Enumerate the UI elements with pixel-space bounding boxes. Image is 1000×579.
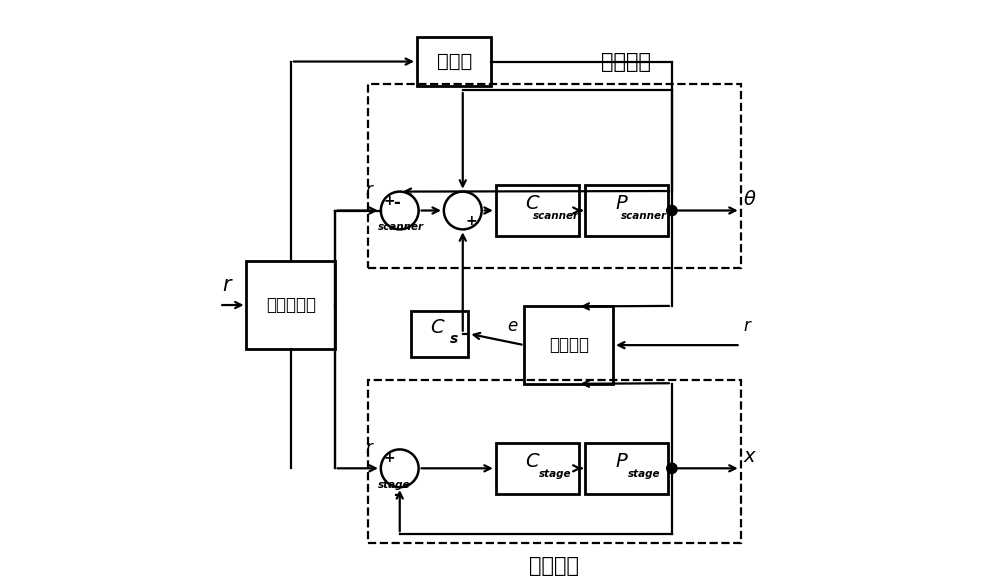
- Text: 运动平台: 运动平台: [529, 556, 579, 576]
- Bar: [496, 442, 579, 494]
- Text: $P$: $P$: [615, 452, 628, 471]
- Text: $C$: $C$: [525, 452, 540, 471]
- Text: -: -: [393, 195, 400, 212]
- Text: stage: stage: [539, 469, 572, 479]
- Bar: [524, 306, 613, 384]
- Circle shape: [667, 463, 677, 474]
- Text: $r$: $r$: [365, 181, 375, 199]
- Text: +: +: [384, 452, 395, 466]
- Text: 误差综合: 误差综合: [549, 336, 589, 354]
- Text: $P$: $P$: [615, 194, 628, 213]
- Text: stage: stage: [628, 469, 661, 479]
- Text: $C$: $C$: [430, 318, 445, 338]
- Bar: [496, 185, 579, 236]
- Text: s: s: [450, 332, 458, 346]
- Text: $r$: $r$: [743, 317, 753, 335]
- Text: $r$: $r$: [222, 274, 234, 295]
- Text: 伺服控制器: 伺服控制器: [266, 296, 316, 314]
- Bar: [585, 185, 668, 236]
- Text: scanner: scanner: [621, 211, 667, 221]
- Bar: [585, 442, 668, 494]
- Text: +: +: [384, 193, 395, 208]
- Bar: [411, 311, 468, 357]
- Bar: [368, 379, 741, 543]
- Text: $r$: $r$: [365, 439, 375, 457]
- Text: $\theta$: $\theta$: [743, 189, 757, 208]
- Text: stage: stage: [378, 480, 410, 490]
- Text: -: -: [393, 486, 400, 504]
- Text: +: +: [466, 214, 477, 228]
- Bar: [368, 85, 741, 268]
- Text: scanner: scanner: [378, 222, 424, 232]
- Text: $x$: $x$: [743, 448, 758, 466]
- Bar: [246, 261, 335, 350]
- Text: $C$: $C$: [525, 194, 540, 213]
- Text: $e$: $e$: [507, 317, 519, 335]
- Bar: [417, 37, 491, 86]
- Text: 激光器: 激光器: [437, 52, 472, 71]
- Circle shape: [667, 206, 677, 215]
- Text: 扫描振镜: 扫描振镜: [601, 52, 651, 72]
- Text: scanner: scanner: [533, 211, 579, 221]
